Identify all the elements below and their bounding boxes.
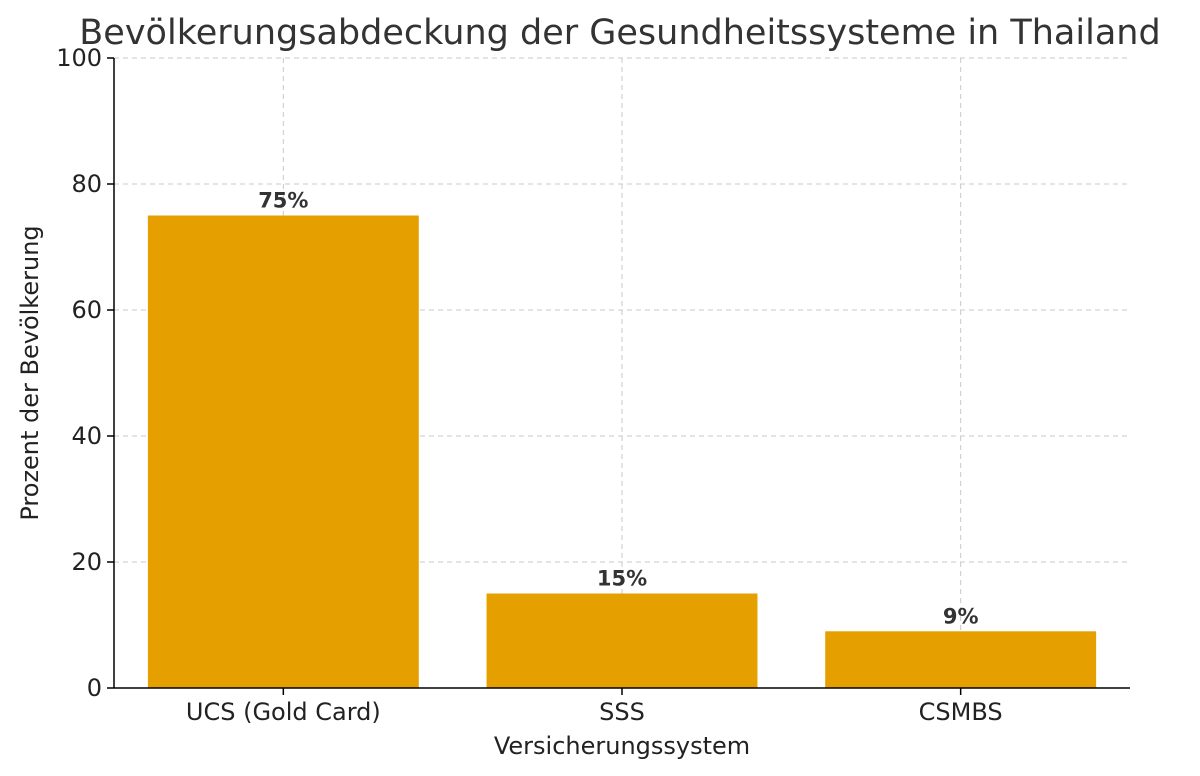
- y-tick-label: 80: [71, 170, 102, 198]
- data-label: 15%: [597, 567, 647, 591]
- data-labels: 75% 15% 9%: [258, 189, 978, 629]
- x-tick-label: CSMBS: [919, 698, 1003, 726]
- data-label: 9%: [943, 604, 979, 628]
- bar: [147, 215, 419, 688]
- y-tick-label: 40: [71, 422, 102, 450]
- x-tick-label: SSS: [599, 698, 645, 726]
- x-tick-label: UCS (Gold Card): [186, 698, 381, 726]
- y-axis-ticks: 0 20 40 60 80 100: [56, 44, 114, 702]
- grid: [114, 57, 1130, 688]
- bar: [486, 593, 758, 688]
- x-axis-label: Versicherungssystem: [494, 732, 750, 760]
- data-label: 75%: [258, 189, 308, 213]
- y-tick-label: 100: [56, 44, 102, 72]
- y-tick-label: 20: [71, 548, 102, 576]
- chart-title: Bevölkerungsabdeckung der Gesundheitssys…: [79, 13, 1160, 53]
- y-axis-label: Prozent der Bevölkerung: [16, 225, 44, 520]
- bar: [825, 631, 1097, 688]
- y-tick-label: 60: [71, 296, 102, 324]
- x-axis-ticks: UCS (Gold Card) SSS CSMBS: [186, 688, 1003, 726]
- bars: [147, 215, 1097, 688]
- y-tick-label: 0: [87, 674, 102, 702]
